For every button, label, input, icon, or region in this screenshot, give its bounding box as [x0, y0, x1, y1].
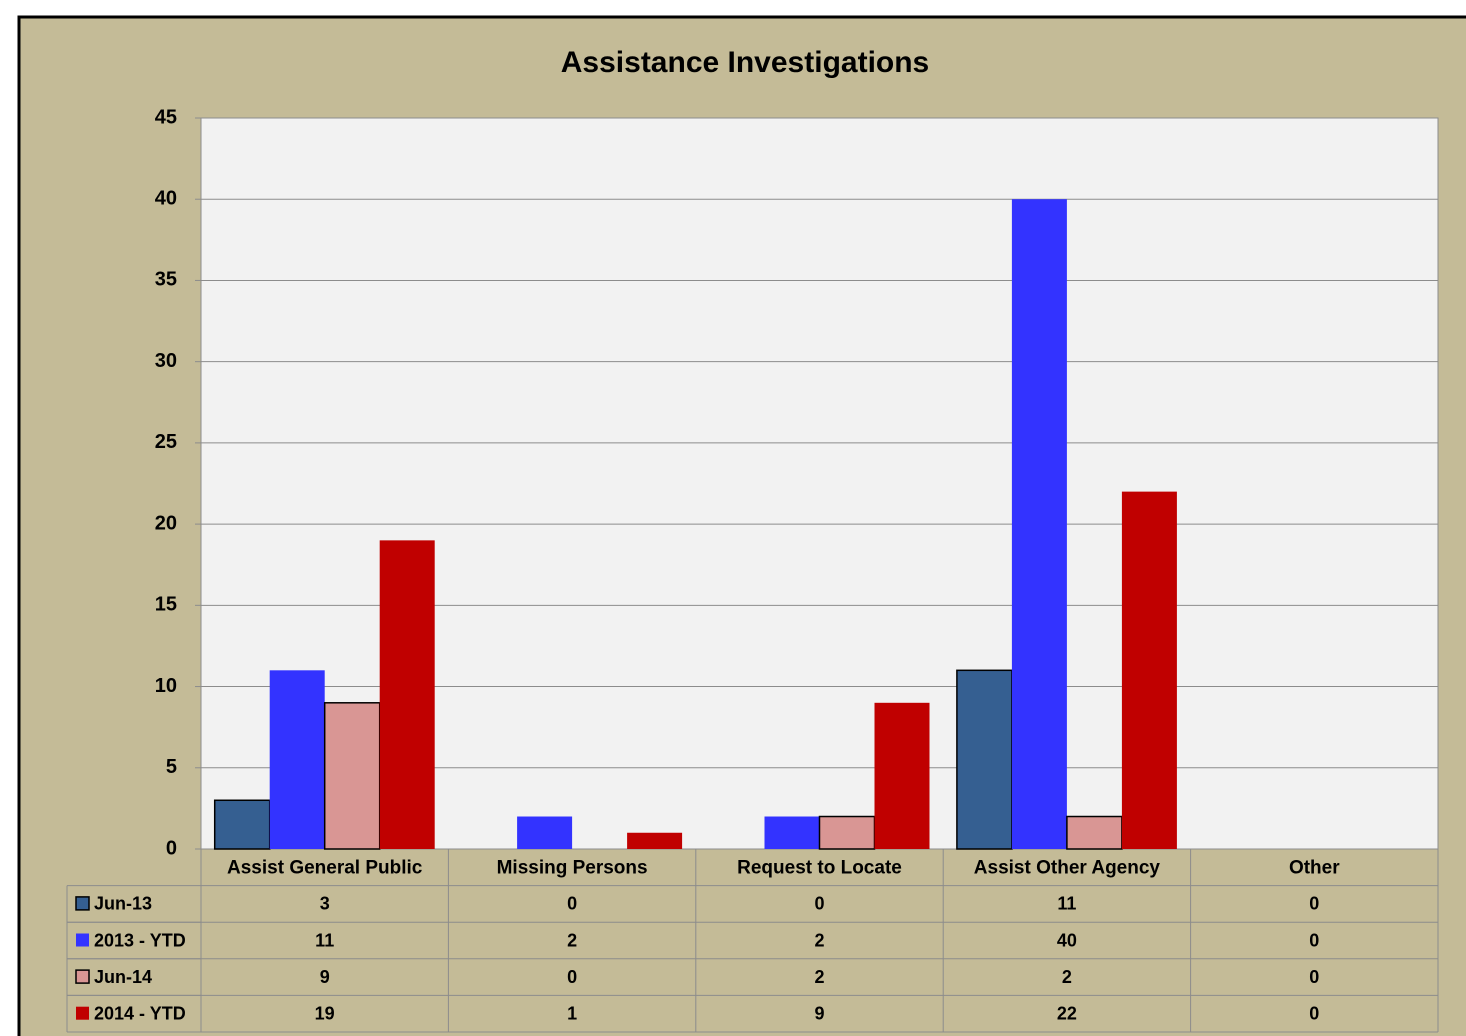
- y-tick-label: 15: [155, 594, 177, 616]
- y-tick-label: 35: [155, 269, 177, 291]
- y-tick-label: 0: [166, 837, 177, 859]
- bar: [379, 540, 435, 849]
- bar: [1011, 199, 1067, 849]
- bar: [1066, 815, 1123, 850]
- bar: [323, 702, 381, 850]
- table-value: 2: [1062, 967, 1072, 987]
- table-value: 0: [814, 894, 824, 914]
- table-value: 3: [320, 894, 330, 914]
- bar: [818, 815, 876, 850]
- table-value: 40: [1057, 930, 1077, 950]
- y-tick-label: 40: [155, 188, 177, 210]
- table-value: 1: [567, 1003, 577, 1023]
- bar: [213, 799, 271, 850]
- legend-swatch: [75, 969, 90, 984]
- table-value: 0: [567, 967, 577, 987]
- y-tick-label: 5: [166, 756, 177, 778]
- y-tick-label: 10: [155, 675, 177, 697]
- legend-label: Jun-14: [94, 967, 152, 987]
- legend-label: Jun-13: [94, 894, 152, 914]
- table-value: 22: [1057, 1003, 1077, 1023]
- bar: [956, 669, 1013, 850]
- table-value: 2: [567, 930, 577, 950]
- legend-label: 2014 - YTD: [94, 1003, 186, 1023]
- y-tick-label: 30: [155, 350, 177, 372]
- legend-swatch: [75, 896, 90, 911]
- y-tick-label: 45: [155, 106, 177, 128]
- bar: [874, 702, 930, 849]
- category-label: Assist Other Agency: [974, 857, 1161, 878]
- table-value: 11: [1057, 894, 1076, 914]
- chart-title: Assistance Investigations: [561, 46, 929, 79]
- table-value: 2: [814, 967, 824, 987]
- bar: [269, 670, 325, 849]
- table-value: 19: [315, 1003, 335, 1023]
- table-value: 9: [814, 1003, 824, 1023]
- category-label: Request to Locate: [737, 857, 902, 878]
- bar: [517, 816, 573, 849]
- y-tick-label: 20: [155, 512, 177, 534]
- y-tick-label: 25: [155, 431, 177, 453]
- legend-label: 2013 - YTD: [94, 930, 186, 950]
- table-value: 0: [1309, 967, 1319, 987]
- table-value: 9: [320, 967, 330, 987]
- legend-swatch: [76, 933, 89, 947]
- category-label: Other: [1289, 857, 1340, 878]
- bar: [1121, 491, 1177, 849]
- category-label: Assist General Public: [227, 857, 423, 878]
- table-value: 0: [1309, 894, 1319, 914]
- legend-swatch: [76, 1006, 89, 1020]
- table-value: 0: [567, 894, 577, 914]
- bar: [627, 832, 683, 849]
- table-value: 0: [1309, 1003, 1319, 1023]
- table-value: 2: [814, 930, 824, 950]
- bar: [764, 816, 820, 849]
- table-value: 11: [315, 930, 334, 950]
- table-value: 0: [1309, 930, 1319, 950]
- category-label: Missing Persons: [497, 857, 648, 878]
